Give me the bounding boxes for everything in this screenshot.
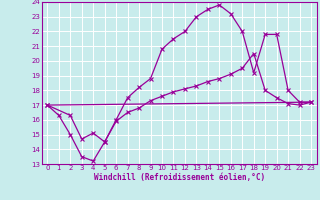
X-axis label: Windchill (Refroidissement éolien,°C): Windchill (Refroidissement éolien,°C) xyxy=(94,173,265,182)
